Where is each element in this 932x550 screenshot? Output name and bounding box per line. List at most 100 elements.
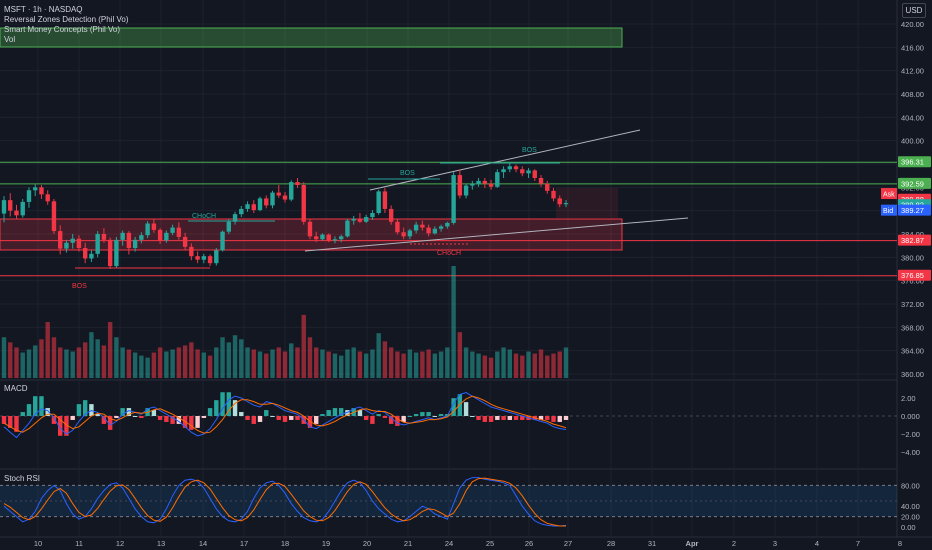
price-tick-label: 372.00 <box>901 300 924 309</box>
candle-body <box>95 234 100 254</box>
candle-body <box>532 170 537 178</box>
volume-bar <box>251 349 256 378</box>
candle-body <box>395 221 400 233</box>
macd-histogram-bar <box>1 416 7 424</box>
macd-histogram-bar <box>332 408 338 416</box>
candle-body <box>363 217 369 222</box>
candle-body <box>1 200 7 214</box>
volume-bar <box>151 352 157 378</box>
candle-body <box>157 229 163 241</box>
candle-body <box>432 228 438 234</box>
macd-histogram-bar <box>432 416 438 417</box>
stoch-tick-label: 40.00 <box>901 502 920 511</box>
candle-body <box>195 256 200 260</box>
macd-histogram-bar <box>245 416 250 420</box>
volume-bar <box>64 349 69 378</box>
volume-bar <box>82 342 88 378</box>
candle-body <box>463 185 469 196</box>
structure-annotation: BOS <box>522 147 537 154</box>
stoch-k-line <box>3 477 567 527</box>
volume-bar <box>432 353 438 378</box>
indicator-legend-reversal-zones[interactable]: Reversal Zones Detection (Phil Vo) <box>4 15 129 24</box>
macd-tick-label: 0.000 <box>901 412 920 421</box>
volume-bar <box>457 332 463 378</box>
price-tick-label: 412.00 <box>901 67 924 76</box>
candle-body <box>264 198 269 206</box>
candle-body <box>76 238 82 248</box>
macd-histogram-bar <box>264 410 269 416</box>
volume-bar <box>557 351 562 378</box>
candle-body <box>470 183 475 186</box>
macd-histogram-bar <box>413 414 419 416</box>
volume-bar <box>89 332 94 378</box>
candle-body <box>282 195 288 200</box>
volume-bar <box>357 351 363 378</box>
indicator-legend-smc[interactable]: Smart Money Concepts (Phil Vo) <box>4 25 121 34</box>
macd-histogram-bar <box>488 416 494 422</box>
candle-body <box>289 182 294 200</box>
volume-bar <box>507 349 512 378</box>
volume-bar <box>445 347 450 378</box>
volume-bar <box>382 341 388 378</box>
candle-body <box>401 232 406 237</box>
time-tick-label: 31 <box>648 539 656 548</box>
candle-body <box>39 187 44 195</box>
macd-histogram-bar <box>495 416 500 420</box>
macd-histogram-bar <box>295 416 300 420</box>
candle-body <box>476 180 481 184</box>
volume-bar <box>95 339 100 378</box>
macd-histogram-bar <box>401 416 406 422</box>
volume-bar <box>363 353 369 378</box>
candle-body <box>251 204 256 211</box>
structure-annotation: CHoCH <box>437 250 461 257</box>
volume-bar <box>170 349 175 378</box>
volume-bar <box>282 351 288 378</box>
macd-histogram-bar <box>507 416 512 420</box>
volume-bar <box>45 322 50 378</box>
price-tag-label: 389.27 <box>901 206 924 215</box>
volume-bar <box>376 333 381 378</box>
volume-bar <box>526 351 531 378</box>
macd-histogram-bar <box>345 410 350 416</box>
macd-histogram-bar <box>257 416 263 422</box>
macd-histogram-bar <box>420 412 425 416</box>
macd-histogram-bar <box>426 412 431 416</box>
price-tag-side-label: Ask <box>883 192 895 199</box>
price-tick-label: 376.00 <box>901 277 924 286</box>
macd-histogram-bar <box>563 416 569 420</box>
macd-histogram-bar <box>482 416 488 422</box>
volume-bar <box>207 355 213 378</box>
macd-histogram-bar <box>326 410 331 416</box>
macd-histogram-bar <box>95 414 100 416</box>
currency-button[interactable]: USD <box>902 3 926 18</box>
macd-histogram-bar <box>151 410 157 416</box>
structure-annotation: BOS <box>400 170 415 177</box>
macd-histogram-bar <box>89 404 94 416</box>
volume-bar <box>201 352 207 378</box>
order-block <box>556 188 618 218</box>
indicator-legend-vol[interactable]: Vol <box>4 35 16 44</box>
price-tag <box>898 204 931 216</box>
volume-bar <box>58 347 63 378</box>
stoch-tick-label: 80.00 <box>901 481 920 490</box>
price-tick-label: 384.00 <box>901 230 924 239</box>
time-tick-label: 24 <box>445 539 453 548</box>
price-tag <box>898 177 931 189</box>
candle-body <box>139 235 144 240</box>
candle-body <box>107 239 113 267</box>
price-tick-label: 380.00 <box>901 253 924 262</box>
candle-body <box>132 239 138 248</box>
candle-body <box>120 232 125 240</box>
time-tick-label: 28 <box>607 539 615 548</box>
candle-body <box>45 194 50 202</box>
price-tick-label: 368.00 <box>901 323 924 332</box>
time-tick-label: 25 <box>486 539 494 548</box>
candle-body <box>482 180 488 184</box>
symbol-legend[interactable]: MSFT · 1h · NASDAQ Reversal Zones Detect… <box>4 5 129 45</box>
volume-bar <box>451 266 456 378</box>
candle-body <box>495 172 500 187</box>
macd-histogram-bar <box>520 416 525 420</box>
volume-bar <box>264 353 269 378</box>
volume-bar <box>332 353 338 378</box>
